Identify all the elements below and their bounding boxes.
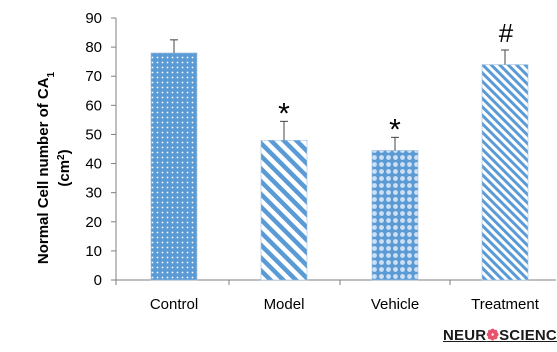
x-tick-label-model: Model — [264, 296, 305, 313]
neuroscience-logo: NEUR❁SCIENCE — [443, 327, 557, 344]
y-tick-label-90: 90 — [85, 10, 102, 27]
y-axis-label-unit: (cm2) — [56, 149, 74, 186]
significance-mark-treatment: # — [499, 18, 514, 48]
y-tick-label-60: 60 — [85, 97, 102, 114]
x-tick-label-vehicle: Vehicle — [371, 296, 419, 313]
significance-mark-vehicle: * — [389, 113, 401, 146]
y-tick-label-70: 70 — [85, 68, 102, 85]
error-bars — [170, 39, 509, 151]
y-tick-label-50: 50 — [85, 126, 102, 143]
significance-marks: * * # — [278, 18, 514, 146]
y-axis-label: Normal Cell number of CA1 — [35, 71, 57, 264]
x-tick-labels: Control Model Vehicle Treatment — [150, 296, 540, 313]
y-tick-label-80: 80 — [85, 39, 102, 56]
x-tick-label-treatment: Treatment — [471, 296, 540, 313]
bar-control — [150, 52, 198, 281]
y-ticks: 0 10 20 30 40 50 60 70 80 90 — [85, 10, 116, 289]
y-tick-label-40: 40 — [85, 156, 102, 173]
bar-vehicle — [371, 150, 419, 281]
bars — [150, 52, 529, 281]
y-tick-label-30: 30 — [85, 185, 102, 202]
brain-icon: ❁ — [486, 327, 500, 344]
bar-model — [260, 139, 308, 281]
y-tick-label-10: 10 — [85, 243, 102, 260]
y-tick-label-0: 0 — [94, 272, 102, 289]
significance-mark-model: * — [278, 97, 290, 130]
x-tick-label-control: Control — [150, 296, 198, 313]
y-tick-label-20: 20 — [85, 214, 102, 231]
bar-treatment — [481, 64, 529, 281]
